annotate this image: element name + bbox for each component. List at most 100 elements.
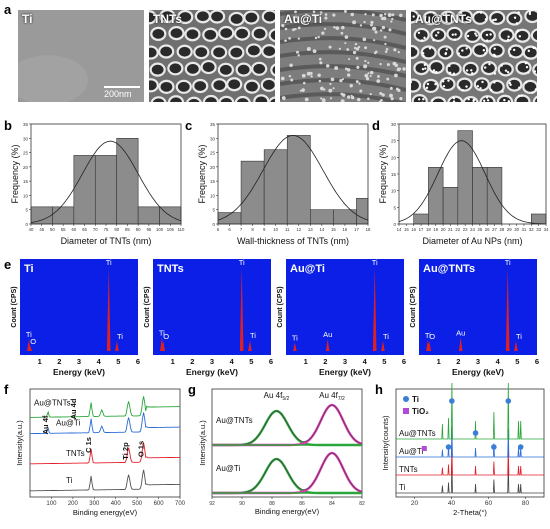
- y-tick-label: 5: [212, 208, 215, 213]
- au-nanoparticle: [358, 82, 361, 85]
- x-tick-label: 80: [522, 500, 530, 507]
- ti-peak-marker: [449, 398, 455, 404]
- eds-peak-label: Ti: [372, 258, 378, 267]
- nanotube-pore: [210, 45, 228, 60]
- au-nanoparticle: [476, 84, 480, 88]
- au-nanoparticle: [415, 47, 418, 50]
- au-nanoparticle: [494, 18, 497, 21]
- x-tick-label: 110: [178, 227, 185, 232]
- eds-peak: [514, 340, 518, 351]
- tio2-peak-marker: [421, 446, 427, 451]
- au-nanoparticle: [411, 80, 413, 84]
- au-nanoparticle: [503, 98, 506, 102]
- nanotube-pore: [270, 63, 275, 77]
- nanotube-pore: [150, 26, 167, 41]
- x-tick-label: 500: [132, 501, 143, 507]
- au-nanoparticle: [394, 63, 398, 68]
- au-nanoparticle: [369, 74, 372, 78]
- x-tick-label: 1: [171, 357, 175, 366]
- au-nanoparticle: [353, 46, 357, 50]
- au-nanoparticle: [506, 38, 510, 41]
- au-nanoparticle: [371, 13, 375, 17]
- au-nanoparticle: [530, 10, 534, 12]
- histogram-bar: [137, 206, 160, 225]
- au-nanoparticle: [306, 71, 311, 76]
- x-tick-label: 75: [104, 227, 109, 232]
- au-nanoparticle: [314, 36, 318, 40]
- au-nanoparticle: [380, 99, 383, 102]
- au-nanoparticle: [441, 12, 445, 15]
- au-nanoparticle: [488, 63, 491, 66]
- xrd-pattern-line: [396, 444, 544, 476]
- panel-label-a: a: [4, 2, 12, 17]
- xps-au4f-chart: Au@TNTs Au@Ti Au 4f5/2 Au 4f7/2 92 90 88 86 84 82…: [198, 388, 365, 516]
- nanotube-pore: [200, 59, 217, 75]
- au-nanoparticle: [507, 100, 511, 102]
- peak-label-subscript: 7/2: [338, 396, 345, 402]
- au-nanoparticle: [312, 49, 317, 54]
- eds-peak: [248, 340, 252, 351]
- au-nanoparticle: [346, 68, 351, 72]
- x-tick-label: 19: [433, 227, 438, 232]
- x-tick-label: 17: [354, 227, 359, 232]
- au-nanoparticle: [482, 49, 486, 52]
- x-tick-label: 4: [363, 357, 368, 366]
- au-nanoparticle: [396, 67, 401, 72]
- nanotube-pore: [532, 95, 537, 102]
- au-nanoparticle: [399, 97, 403, 101]
- au-nanoparticle: [322, 88, 326, 91]
- au-nanoparticle: [444, 12, 448, 15]
- surface-ridge: [280, 10, 406, 22]
- au-nanoparticle: [465, 69, 469, 72]
- xps-survey-line: [30, 412, 180, 435]
- series-label: Au@TNTs: [216, 416, 253, 425]
- au-nanoparticle: [359, 24, 363, 27]
- y-tick-label: 0: [212, 222, 215, 227]
- au-nanoparticle: [493, 47, 496, 50]
- au-nanoparticle: [355, 80, 359, 84]
- au-nanoparticle: [466, 15, 470, 19]
- histogram-bar: [428, 167, 444, 225]
- ti-peak-marker: [472, 430, 479, 436]
- sem-label: Au@Ti: [284, 12, 323, 26]
- x-axis-label: Energy (keV): [452, 367, 504, 377]
- surface-ridge: [280, 78, 406, 92]
- eds-peak: [115, 340, 119, 351]
- y-tick-label: 15: [210, 179, 216, 184]
- au-nanoparticle: [283, 97, 286, 101]
- nanotube-pore: [446, 26, 463, 41]
- nanotube-pore: [489, 10, 506, 25]
- au-nanoparticle: [357, 97, 361, 102]
- au-nanoparticle: [365, 77, 370, 81]
- histogram-bar: [286, 135, 311, 225]
- eds-peak-label: Au: [323, 330, 332, 339]
- x-tick-label: 88: [269, 501, 275, 507]
- au-nanoparticle: [486, 39, 489, 42]
- sem-image-au-ti: Au@Ti: [280, 10, 406, 102]
- x-tick-label: 3: [210, 357, 214, 366]
- au-nanoparticle: [391, 13, 395, 17]
- surface-ridge: [280, 64, 406, 78]
- x-tick-label: 14: [397, 227, 402, 232]
- au-nanoparticle: [437, 31, 440, 34]
- eds-spectrum-title: Au@TNTs: [423, 263, 475, 275]
- x-tick-label: 40: [29, 227, 34, 232]
- nanotube-pore: [245, 43, 262, 58]
- au-nanoparticle: [433, 12, 436, 15]
- x-tick-label: 1: [38, 357, 42, 366]
- au-nanoparticle: [467, 98, 470, 101]
- x-tick-label: 90: [239, 501, 245, 507]
- series-label: Au@TNTs: [399, 429, 436, 438]
- eds-peak: [325, 339, 330, 351]
- au-nanoparticle: [306, 16, 309, 19]
- x-tick-label: 17: [419, 227, 424, 232]
- eds-spectrum-title: TNTs: [157, 263, 184, 275]
- au-nanoparticle: [518, 35, 522, 38]
- eds-peak-label: Ti: [106, 258, 112, 267]
- x-tick-label: 18: [366, 227, 371, 232]
- y-axis-label: Count (CPS): [11, 286, 18, 327]
- eds-peak-label: O: [163, 332, 169, 341]
- au-nanoparticle: [479, 87, 482, 90]
- au-nanoparticle: [489, 33, 492, 36]
